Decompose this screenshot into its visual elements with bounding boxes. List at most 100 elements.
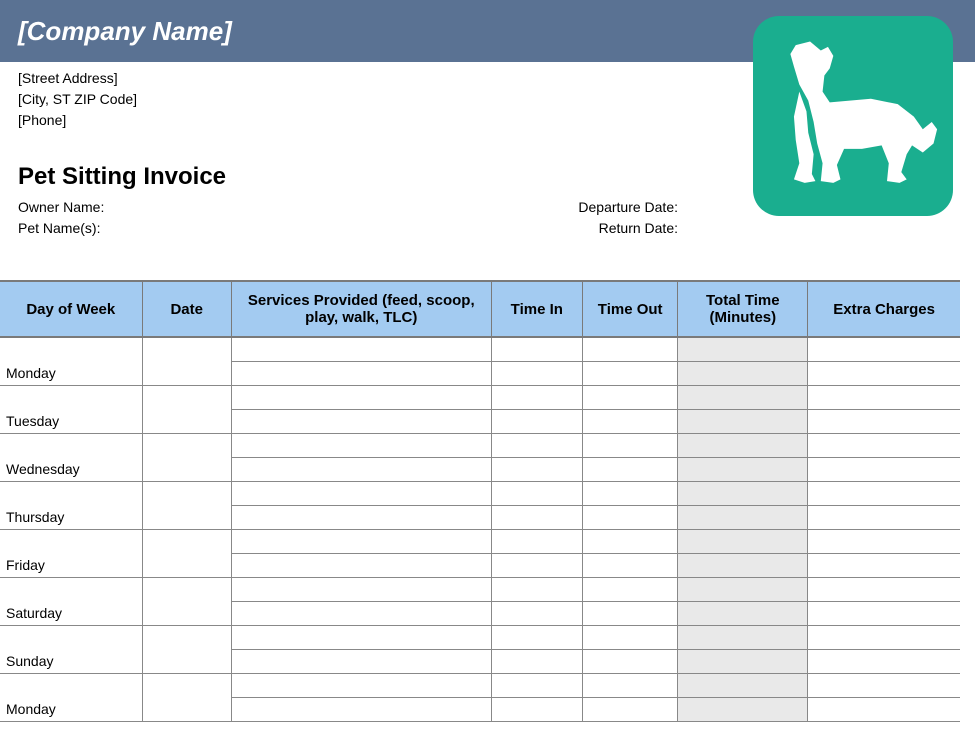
time_in-cell[interactable] bbox=[491, 697, 582, 721]
services-cell[interactable] bbox=[231, 361, 491, 385]
top-area: [Street Address] [City, ST ZIP Code] [Ph… bbox=[0, 62, 975, 272]
extra-cell[interactable] bbox=[808, 433, 960, 457]
extra-cell[interactable] bbox=[808, 409, 960, 433]
time_out-cell[interactable] bbox=[582, 409, 677, 433]
day-cell: Sunday bbox=[0, 625, 142, 673]
table-row: Friday bbox=[0, 529, 960, 553]
date-cell[interactable] bbox=[142, 433, 231, 481]
extra-cell[interactable] bbox=[808, 361, 960, 385]
services-cell[interactable] bbox=[231, 409, 491, 433]
time_in-cell[interactable] bbox=[491, 601, 582, 625]
total_time-cell bbox=[678, 553, 808, 577]
time_out-cell[interactable] bbox=[582, 697, 677, 721]
extra-cell[interactable] bbox=[808, 529, 960, 553]
col-header-services: Services Provided (feed, scoop, play, wa… bbox=[231, 281, 491, 337]
extra-cell[interactable] bbox=[808, 649, 960, 673]
table-row: Monday bbox=[0, 337, 960, 361]
time_out-cell[interactable] bbox=[582, 553, 677, 577]
extra-cell[interactable] bbox=[808, 553, 960, 577]
time_out-cell[interactable] bbox=[582, 433, 677, 457]
date-cell[interactable] bbox=[142, 577, 231, 625]
date-cell[interactable] bbox=[142, 625, 231, 673]
departure-date-label: Departure Date: bbox=[548, 197, 678, 218]
extra-cell[interactable] bbox=[808, 673, 960, 697]
time_out-cell[interactable] bbox=[582, 361, 677, 385]
date-cell[interactable] bbox=[142, 481, 231, 529]
services-cell[interactable] bbox=[231, 529, 491, 553]
extra-cell[interactable] bbox=[808, 385, 960, 409]
total_time-cell bbox=[678, 409, 808, 433]
time_in-cell[interactable] bbox=[491, 409, 582, 433]
services-cell[interactable] bbox=[231, 697, 491, 721]
return-date-label: Return Date: bbox=[548, 218, 678, 239]
time_in-cell[interactable] bbox=[491, 505, 582, 529]
extra-cell[interactable] bbox=[808, 481, 960, 505]
time_in-cell[interactable] bbox=[491, 625, 582, 649]
time_in-cell[interactable] bbox=[491, 481, 582, 505]
total_time-cell bbox=[678, 529, 808, 553]
time_out-cell[interactable] bbox=[582, 649, 677, 673]
time_out-cell[interactable] bbox=[582, 385, 677, 409]
time_out-cell[interactable] bbox=[582, 529, 677, 553]
invoice-table: Day of Week Date Services Provided (feed… bbox=[0, 280, 960, 722]
time_out-cell[interactable] bbox=[582, 625, 677, 649]
extra-cell[interactable] bbox=[808, 601, 960, 625]
total_time-cell bbox=[678, 337, 808, 361]
time_in-cell[interactable] bbox=[491, 433, 582, 457]
time_in-cell[interactable] bbox=[491, 385, 582, 409]
extra-cell[interactable] bbox=[808, 577, 960, 601]
extra-cell[interactable] bbox=[808, 505, 960, 529]
services-cell[interactable] bbox=[231, 481, 491, 505]
day-cell: Friday bbox=[0, 529, 142, 577]
time_in-cell[interactable] bbox=[491, 361, 582, 385]
day-cell: Monday bbox=[0, 337, 142, 385]
time_in-cell[interactable] bbox=[491, 553, 582, 577]
table-header-row: Day of Week Date Services Provided (feed… bbox=[0, 281, 960, 337]
date-cell[interactable] bbox=[142, 337, 231, 385]
table-row: Saturday bbox=[0, 577, 960, 601]
date-cell[interactable] bbox=[142, 385, 231, 433]
extra-cell[interactable] bbox=[808, 625, 960, 649]
total_time-cell bbox=[678, 649, 808, 673]
total_time-cell bbox=[678, 625, 808, 649]
services-cell[interactable] bbox=[231, 457, 491, 481]
services-cell[interactable] bbox=[231, 553, 491, 577]
time_out-cell[interactable] bbox=[582, 481, 677, 505]
col-header-day: Day of Week bbox=[0, 281, 142, 337]
time_out-cell[interactable] bbox=[582, 673, 677, 697]
extra-cell[interactable] bbox=[808, 337, 960, 361]
logo-box bbox=[753, 16, 953, 216]
time_out-cell[interactable] bbox=[582, 601, 677, 625]
day-cell: Monday bbox=[0, 673, 142, 721]
extra-cell[interactable] bbox=[808, 697, 960, 721]
time_out-cell[interactable] bbox=[582, 577, 677, 601]
time_in-cell[interactable] bbox=[491, 457, 582, 481]
services-cell[interactable] bbox=[231, 385, 491, 409]
time_in-cell[interactable] bbox=[491, 673, 582, 697]
total_time-cell bbox=[678, 433, 808, 457]
time_in-cell[interactable] bbox=[491, 577, 582, 601]
services-cell[interactable] bbox=[231, 337, 491, 361]
services-cell[interactable] bbox=[231, 673, 491, 697]
time_in-cell[interactable] bbox=[491, 529, 582, 553]
time_in-cell[interactable] bbox=[491, 649, 582, 673]
day-cell: Wednesday bbox=[0, 433, 142, 481]
services-cell[interactable] bbox=[231, 601, 491, 625]
services-cell[interactable] bbox=[231, 649, 491, 673]
company-name: [Company Name] bbox=[18, 16, 232, 47]
date-cell[interactable] bbox=[142, 529, 231, 577]
total_time-cell bbox=[678, 481, 808, 505]
day-cell: Thursday bbox=[0, 481, 142, 529]
time_in-cell[interactable] bbox=[491, 337, 582, 361]
services-cell[interactable] bbox=[231, 625, 491, 649]
date-cell[interactable] bbox=[142, 673, 231, 721]
owner-name-label: Owner Name: bbox=[18, 197, 548, 218]
extra-cell[interactable] bbox=[808, 457, 960, 481]
services-cell[interactable] bbox=[231, 433, 491, 457]
time_out-cell[interactable] bbox=[582, 457, 677, 481]
time_out-cell[interactable] bbox=[582, 337, 677, 361]
services-cell[interactable] bbox=[231, 577, 491, 601]
time_out-cell[interactable] bbox=[582, 505, 677, 529]
services-cell[interactable] bbox=[231, 505, 491, 529]
total_time-cell bbox=[678, 673, 808, 697]
